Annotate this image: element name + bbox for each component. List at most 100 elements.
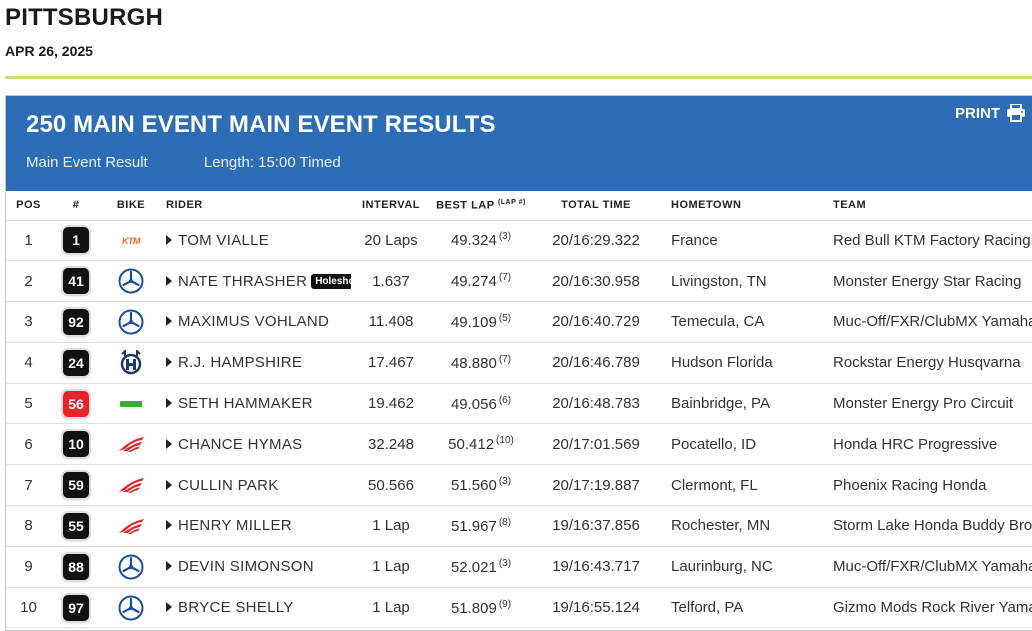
husqvarna-logo-icon (120, 349, 142, 375)
rider-cell[interactable]: NATE THRASHERHoleshot (161, 260, 351, 303)
position: 4 (6, 342, 51, 384)
best-lap-time: 49.324 (450, 232, 497, 250)
best-lap-time: 49.274 (450, 273, 497, 291)
best-lap-time: 52.021 (450, 558, 497, 576)
print-label: PRINT (955, 104, 1000, 122)
rider-cell[interactable]: HENRY MILLER (161, 505, 351, 547)
printer-icon (1007, 104, 1025, 122)
event-date: APR 26, 2025 (5, 43, 93, 59)
rider-name[interactable]: MAXIMUS VOHLAND (178, 313, 330, 331)
best-lap-time: 51.560 (450, 477, 497, 495)
team: Monster Energy Star Racing (823, 260, 1032, 303)
rider-name[interactable]: BRYCE SHELLY (178, 599, 294, 617)
rider-name[interactable]: HENRY MILLER (178, 517, 292, 535)
rider-cell[interactable]: TOM VIALLE (161, 220, 351, 262)
rider-cell[interactable]: DEVIN SIMONSON (161, 546, 351, 588)
kawasaki-logo-icon (120, 401, 142, 408)
results-title: 250 MAIN EVENT MAIN EVENT RESULTS (26, 111, 496, 138)
total-time: 20/17:19.887 (531, 464, 661, 507)
rider-number-cell: 88 (51, 546, 101, 588)
results-subtitle: Main Event Result Length: 15:00 Timed (26, 154, 341, 171)
number-plate: 41 (63, 268, 89, 295)
expand-arrow-icon[interactable] (166, 275, 172, 286)
rider-cell[interactable]: CULLIN PARK (161, 464, 351, 507)
expand-arrow-icon[interactable] (166, 357, 172, 368)
col-rider[interactable]: RIDER (161, 191, 351, 221)
best-lap: 49.274 (7) (431, 260, 531, 303)
result-type-label: Main Event Result (26, 154, 148, 171)
rider-cell[interactable]: CHANCE HYMAS (161, 423, 351, 466)
expand-arrow-icon[interactable] (166, 398, 172, 409)
expand-arrow-icon[interactable] (166, 520, 172, 531)
col-bike[interactable]: BIKE (101, 191, 161, 221)
best-lap: 49.109 (5) (431, 301, 531, 343)
hometown: Bainbridge, PA (661, 383, 823, 425)
rider-name[interactable]: R.J. HAMPSHIRE (178, 354, 303, 372)
results-header: 250 MAIN EVENT MAIN EVENT RESULTS Main E… (6, 96, 1032, 191)
interval: 17.467 (351, 342, 431, 384)
rider-name[interactable]: SETH HAMMAKER (178, 395, 313, 413)
expand-arrow-icon[interactable] (166, 316, 172, 327)
rider-cell[interactable]: SETH HAMMAKER (161, 383, 351, 425)
rider-cell[interactable]: BRYCE SHELLY (161, 587, 351, 629)
expand-arrow-icon[interactable] (166, 234, 172, 245)
rider-name[interactable]: DEVIN SIMONSON (178, 558, 314, 576)
rider-name[interactable]: TOM VIALLE (178, 231, 270, 249)
col-interval[interactable]: INTERVAL (351, 191, 431, 221)
interval: 1 Lap (351, 505, 431, 547)
team: Rockstar Energy Husqvarna (823, 342, 1032, 384)
rider-name[interactable]: CHANCE HYMAS (178, 435, 303, 453)
table-row: 6 10 CHANCE HYMAS 32.248 50.412 (10) 20/17:01.… (6, 423, 1032, 466)
table-header-row: POS # BIKE RIDER INTERVAL BEST LAP (LAP … (6, 191, 1032, 221)
best-lap-number: (9) (498, 598, 512, 610)
best-lap: 49.324 (3) (431, 220, 531, 262)
col-pos[interactable]: POS (6, 191, 51, 221)
bike-cell (101, 260, 161, 303)
best-lap-number: (7) (498, 353, 512, 365)
best-lap-number: (3) (498, 557, 512, 569)
print-button[interactable]: PRINT (955, 104, 1026, 122)
rider-name[interactable]: NATE THRASHER (178, 272, 308, 290)
rider-cell[interactable]: R.J. HAMPSHIRE (161, 342, 351, 384)
total-time: 20/16:29.322 (531, 220, 661, 262)
col-number[interactable]: # (51, 191, 101, 221)
total-time: 19/16:55.124 (531, 587, 661, 629)
best-lap: 51.967 (8) (431, 505, 531, 547)
col-best-lap[interactable]: BEST LAP (LAP #) (431, 191, 531, 221)
hometown: Clermont, FL (661, 464, 823, 507)
best-lap-number: (6) (498, 394, 512, 406)
best-lap-time: 50.412 (448, 436, 495, 454)
expand-arrow-icon[interactable] (166, 561, 172, 572)
table-row: 8 55 HENRY MILLER 1 Lap 51.967 (8) 19/16:37.85… (6, 505, 1032, 547)
number-plate: 55 (63, 512, 89, 539)
holeshot-badge: Holeshot (311, 273, 351, 289)
bike-cell (101, 587, 161, 629)
best-lap-number: (5) (498, 312, 512, 324)
team: Muc-Off/FXR/ClubMX Yamaha (823, 546, 1032, 588)
expand-arrow-icon[interactable] (166, 602, 172, 613)
col-team[interactable]: TEAM (823, 191, 1032, 221)
bike-cell (101, 383, 161, 425)
table-row: 5 56 SETH HAMMAKER 19.462 49.056 (6) 20/16:48.… (6, 383, 1032, 425)
bike-cell: KTM (101, 220, 161, 262)
best-lap-time: 51.809 (450, 599, 497, 617)
position: 1 (6, 220, 51, 262)
col-hometown[interactable]: HOMETOWN (661, 191, 823, 221)
bike-cell (101, 464, 161, 507)
best-lap-number: (3) (498, 476, 512, 488)
total-time: 20/16:48.783 (531, 383, 661, 425)
rider-cell[interactable]: MAXIMUS VOHLAND (161, 301, 351, 343)
number-plate: 97 (63, 594, 89, 621)
team: Phoenix Racing Honda (823, 464, 1032, 507)
rider-name[interactable]: CULLIN PARK (178, 476, 279, 494)
hometown: Hudson Florida (661, 342, 823, 384)
position: 7 (6, 464, 51, 507)
col-total-time[interactable]: TOTAL TIME (531, 191, 661, 221)
table-row: 7 59 CULLIN PARK 50.566 51.560 (3) 20/17:19.88… (6, 464, 1032, 507)
team: Monster Energy Pro Circuit (823, 383, 1032, 425)
expand-arrow-icon[interactable] (166, 438, 172, 449)
race-length-label: Length: 15:00 Timed (203, 154, 341, 171)
expand-arrow-icon[interactable] (166, 479, 172, 490)
hometown: France (661, 220, 823, 262)
